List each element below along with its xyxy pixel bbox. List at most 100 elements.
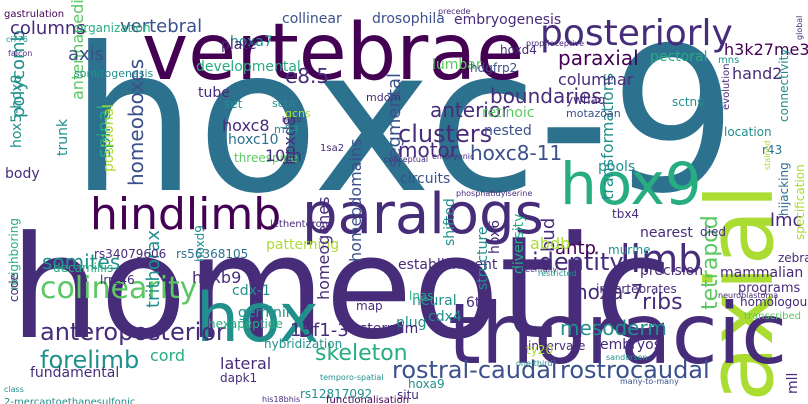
cloud-word: sctns	[672, 95, 704, 109]
cloud-word: sctn	[272, 97, 296, 110]
cloud-word: homeogenes	[314, 196, 333, 300]
cloud-word: forelimb	[40, 346, 140, 374]
cloud-word: location	[724, 125, 772, 139]
cloud-word: tbx4	[612, 207, 640, 221]
cloud-word: 2-mercaptoethanesulfonic	[4, 397, 136, 404]
cloud-word: axis	[68, 44, 105, 65]
cloud-word: class	[4, 385, 24, 394]
cloud-word: rostral-caudal	[392, 356, 558, 384]
cloud-word: innervate	[528, 339, 586, 353]
cloud-word: 15f1-3	[290, 320, 349, 341]
cloud-word: embryogenesis	[454, 12, 562, 28]
cloud-word: embryonic	[432, 152, 475, 161]
cloud-word: connectivity	[777, 48, 791, 122]
cloud-word: hoxa9	[408, 377, 445, 391]
cloud-word: hoxb9	[192, 268, 242, 287]
cloud-word: vertebral	[120, 16, 203, 37]
cloud-word: embryos	[600, 337, 662, 353]
cloud-word: hoxa7	[230, 34, 273, 50]
cloud-word: restricted	[538, 269, 577, 278]
cloud-word: hox	[196, 279, 319, 358]
cloud-word: e8.5	[285, 64, 330, 88]
cloud-word: columnar	[558, 70, 634, 89]
cloud-word: abdb	[530, 234, 571, 253]
cloud-word: 10th	[265, 146, 302, 165]
cloud-word: evolution	[721, 63, 732, 110]
cloud-word: mammalian	[720, 265, 804, 281]
cloud-word: lmc	[770, 210, 803, 231]
cloud-word: rs56368105	[176, 247, 249, 261]
cloud-word: one-third	[516, 359, 553, 368]
cloud-word: anteroposterior	[40, 318, 226, 346]
cloud-word: situ	[397, 388, 419, 402]
cloud-word: clusters	[398, 120, 493, 148]
cloud-word: anterior	[430, 98, 510, 122]
cloud-word: colinearity	[40, 271, 198, 306]
cloud-word: neuroblastoma	[718, 291, 779, 300]
cloud-word: thoracic	[448, 285, 788, 383]
cloud-word: murine	[608, 243, 651, 257]
cloud-word: lethenteron	[270, 219, 329, 230]
cloud-word: lateral	[220, 354, 272, 373]
cloud-word: ty20	[526, 343, 554, 357]
cloud-word: ywhaq	[566, 93, 606, 107]
cloud-word: hybridization	[264, 337, 343, 351]
cloud-word: many-to-many	[620, 377, 679, 386]
cloud-word: hand2	[732, 64, 783, 83]
cloud-word: mns	[718, 55, 740, 66]
cloud-word: specification	[793, 164, 807, 240]
cloud-word: m54	[274, 123, 299, 136]
cloud-word: drosophila	[372, 11, 445, 27]
cloud-word: temporo-spatial	[320, 373, 384, 382]
cloud-word: pectoral	[650, 49, 708, 65]
cloud-word: shifted	[442, 198, 458, 246]
cloud-word: fundamental	[30, 365, 120, 381]
cloud-word: motazoan	[566, 107, 621, 120]
cloud-word: rostrocaudal	[560, 356, 710, 384]
cloud-word: cdx-1	[232, 283, 271, 299]
cloud-word: gcns	[285, 107, 311, 120]
cloud-word: global	[795, 15, 804, 40]
cloud-word: functionalisation	[326, 395, 410, 404]
cloud-word: conceptual	[384, 155, 429, 164]
cloud-word: programs	[738, 281, 801, 296]
cloud-word: tube	[198, 85, 230, 101]
cloud-word: hdgfrp2	[470, 61, 518, 75]
cloud-word: beenfully	[520, 265, 558, 274]
cloud-word: hoxd4	[500, 43, 537, 57]
cloud-word: paraxial	[558, 46, 639, 70]
cloud-word: sternum	[360, 321, 419, 337]
cloud-word: invertebrates	[596, 282, 677, 296]
cloud-word: threespine	[234, 151, 298, 165]
cloud-word: retinoic	[482, 105, 535, 121]
cloud-word: ribs	[642, 290, 683, 315]
cloud-word: patterning	[266, 237, 340, 253]
cloud-word: identity	[532, 248, 624, 276]
cloud-word: hoxc8-11	[470, 141, 563, 165]
cloud-word: phosphatidylserine	[456, 189, 533, 198]
cloud-word: hoxc8	[222, 116, 270, 135]
cloud-word: neural	[412, 293, 457, 309]
cloud-word: skeleton	[315, 341, 408, 366]
cloud-word: code	[7, 273, 21, 302]
cloud-word: gastrulation	[4, 9, 65, 20]
cloud-word: died	[700, 225, 726, 239]
cloud-word: decamillis	[53, 261, 114, 275]
cloud-word: hox6	[487, 219, 503, 254]
cloud-word: dapk1	[220, 371, 258, 385]
cloud-word: posteriorly	[540, 13, 733, 54]
cloud-word: hijacking	[777, 162, 791, 216]
cloud-word: cdx4	[428, 309, 462, 325]
cloud-word: geminin	[238, 305, 295, 321]
cloud-word: 6th	[466, 295, 490, 311]
cloud-word: plate	[221, 37, 257, 53]
cloud-word: transformations	[598, 72, 617, 200]
cloud-word: pools	[598, 159, 636, 175]
cloud-word: hox5-hox8	[9, 74, 25, 148]
cloud-word: nested	[484, 123, 532, 139]
cloud-word: boundaries	[490, 84, 602, 108]
cloud-word: sanderson	[606, 353, 648, 362]
cloud-word: lnas	[409, 289, 434, 303]
cloud-word: homeotic	[10, 206, 673, 371]
